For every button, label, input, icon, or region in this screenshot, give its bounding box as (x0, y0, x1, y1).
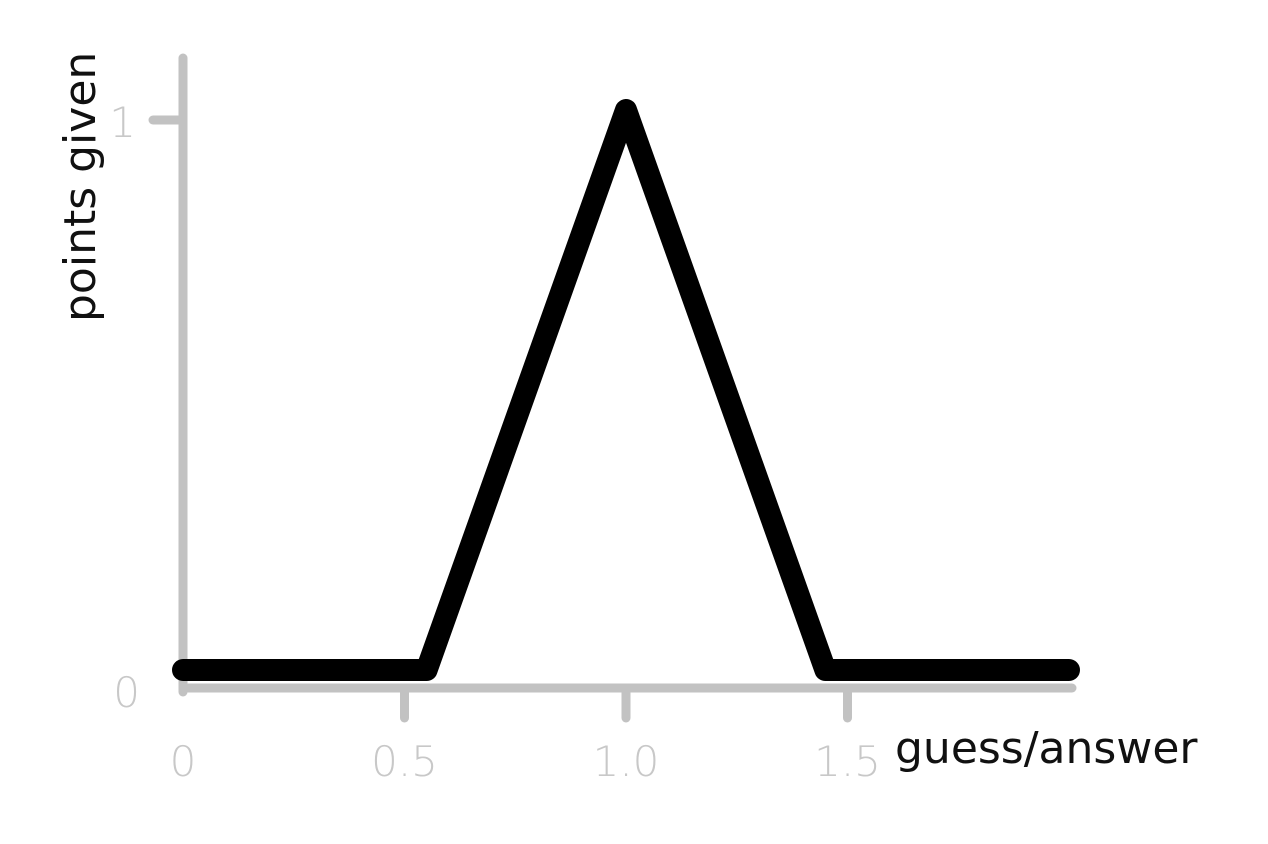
axes (178, 53, 1077, 697)
x-tick-label: 0 (170, 737, 197, 786)
y-axis-title: points given (55, 52, 106, 322)
series-group (172, 99, 1080, 681)
x-tick-label: 1.0 (593, 737, 660, 786)
y-tick-label: 0 (113, 668, 140, 717)
x-axis-title: guess/answer (895, 723, 1198, 774)
x-ticks: 0 0.5 1.0 1.5 (170, 683, 881, 786)
y-tick-label: 1 (109, 98, 136, 147)
series-line (172, 99, 1080, 681)
y-ticks: 01 (109, 98, 188, 717)
x-tick-label: 1.5 (814, 737, 881, 786)
x-tick-label: 0.5 (371, 737, 438, 786)
